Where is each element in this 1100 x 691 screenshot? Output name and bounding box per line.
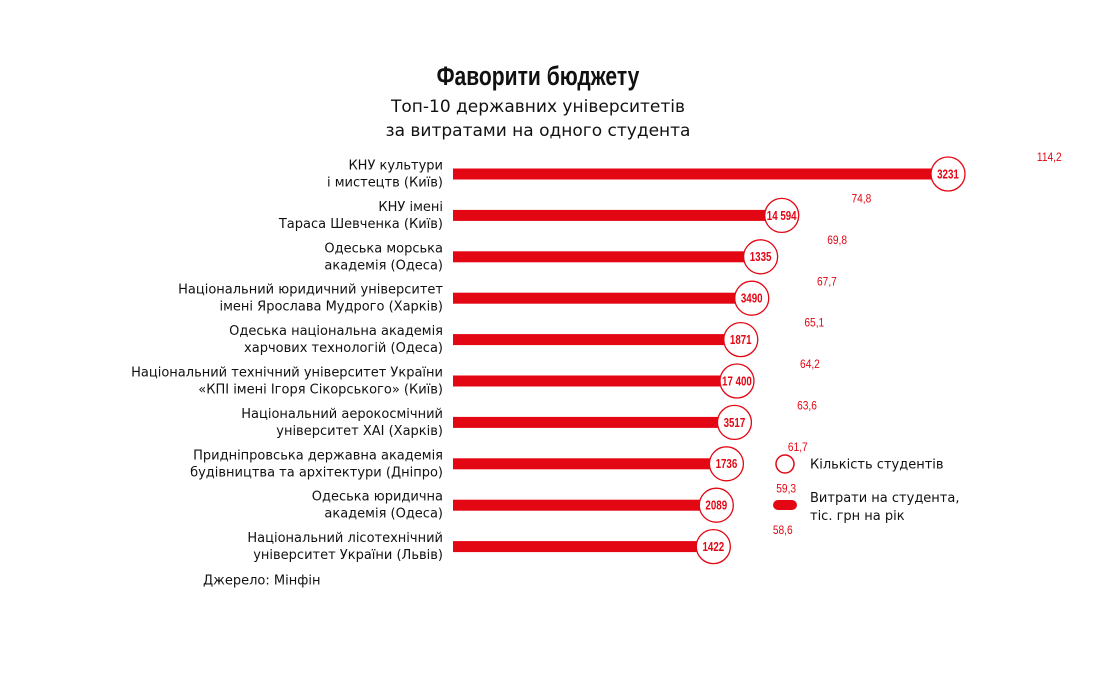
data-label: 59,3 bbox=[776, 483, 796, 496]
student-count-circle bbox=[719, 363, 755, 399]
student-count-circle bbox=[930, 156, 966, 192]
student-count-circle bbox=[716, 404, 753, 441]
y-tick-label: Одеська національна академія bbox=[229, 324, 443, 339]
data-label: 74,8 bbox=[851, 193, 871, 206]
y-tick-label: Національний технічний університет Украї… bbox=[131, 366, 443, 381]
data-label: 1736 bbox=[716, 458, 738, 472]
student-count-circle bbox=[698, 487, 734, 523]
student-count-circle bbox=[734, 280, 770, 316]
y-tick-label: «КПІ імені Ігоря Сікорського» (Київ) bbox=[198, 383, 443, 398]
y-tick-label: академія (Одеса) bbox=[324, 507, 443, 522]
source: Джерело: Мінфін bbox=[203, 574, 320, 589]
y-tick-label: харчових технологій (Одеса) bbox=[244, 341, 443, 356]
bar bbox=[453, 416, 722, 428]
y-tick-label: будівництва та архітектури (Дніпро) bbox=[190, 465, 443, 480]
y-tick-label: Національний юридичний університет bbox=[178, 283, 443, 298]
y-tick-label: університет ХАІ (Харків) bbox=[276, 424, 443, 439]
chart-title: Фаворити бюджету bbox=[437, 62, 640, 92]
data-label: 14 594 bbox=[767, 210, 797, 224]
data-label: 69,8 bbox=[827, 234, 847, 247]
bar bbox=[453, 292, 739, 304]
data-label: 2089 bbox=[705, 499, 727, 513]
data-label: 3490 bbox=[741, 292, 763, 306]
bar bbox=[453, 458, 714, 470]
legend-swatch bbox=[775, 454, 795, 474]
data-label: 63,6 bbox=[797, 400, 817, 413]
y-tick-label: КНУ імені bbox=[378, 200, 443, 215]
student-count-circle bbox=[742, 239, 779, 275]
y-tick-label: Національний лісотехнічний bbox=[247, 531, 443, 546]
data-label: 1871 bbox=[730, 334, 752, 348]
student-count-circle bbox=[695, 528, 731, 565]
y-tick-label: університет України (Львів) bbox=[253, 548, 443, 563]
data-label: 64,2 bbox=[800, 358, 820, 371]
y-tick-label: імені Ярослава Мудрого (Харків) bbox=[220, 300, 444, 315]
bar bbox=[453, 251, 748, 263]
y-tick-label: Одеська юридична bbox=[312, 490, 443, 505]
data-label: 58,6 bbox=[773, 524, 793, 537]
data-label: 67,7 bbox=[817, 276, 837, 289]
bar bbox=[453, 499, 704, 511]
y-tick-label: Тараса Шевченка (Київ) bbox=[278, 217, 443, 232]
data-label: 17 400 bbox=[722, 375, 752, 389]
data-label: 3231 bbox=[937, 168, 959, 182]
y-tick-label: Національний аерокосмічний bbox=[241, 407, 443, 422]
data-label: 61,7 bbox=[788, 441, 808, 454]
bar bbox=[453, 209, 769, 221]
data-label: 114,2 bbox=[1037, 151, 1062, 164]
data-label: 1335 bbox=[750, 251, 772, 265]
y-tick-label: і мистецтв (Київ) bbox=[327, 176, 443, 191]
chart-subtitle: Топ-10 державних університетів bbox=[390, 97, 685, 117]
bar bbox=[453, 541, 701, 553]
bar bbox=[453, 334, 728, 346]
bar bbox=[453, 375, 724, 387]
student-count-circle bbox=[708, 446, 745, 482]
data-label: 1422 bbox=[702, 541, 724, 555]
legend-swatch bbox=[773, 500, 797, 510]
y-tick-label: КНУ культури bbox=[348, 159, 443, 174]
student-count-circle bbox=[764, 197, 800, 234]
legend-label: Кількість студентів bbox=[810, 458, 944, 473]
y-tick-label: Одеська морська bbox=[324, 241, 443, 256]
y-tick-label: академія (Одеса) bbox=[324, 258, 443, 273]
legend-label: Витрати на студента, тіс. грн на рік bbox=[810, 491, 960, 524]
y-tick-label: Придніпровська державна академія bbox=[193, 448, 443, 463]
student-count-circle bbox=[723, 321, 759, 358]
data-label: 3517 bbox=[724, 417, 746, 431]
chart-subtitle: за витратами на одного студента bbox=[386, 121, 691, 141]
bar bbox=[453, 168, 935, 180]
data-label: 65,1 bbox=[804, 317, 824, 330]
